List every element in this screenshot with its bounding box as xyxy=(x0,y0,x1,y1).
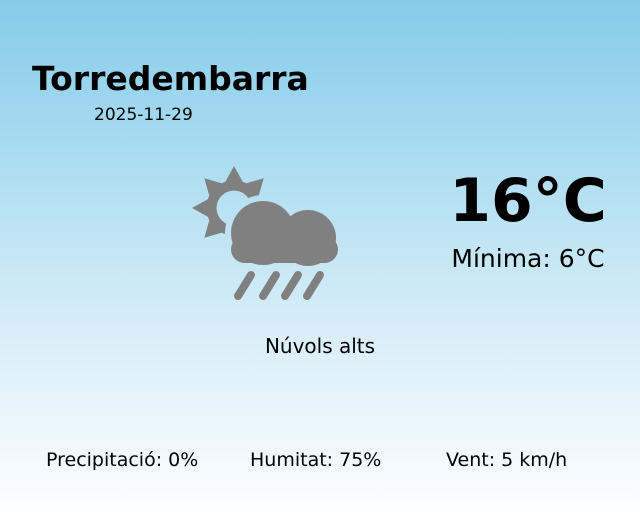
rain-icon xyxy=(234,271,324,300)
temperature-value: 16°C xyxy=(449,166,607,236)
condition-label: Núvols alts xyxy=(264,334,376,358)
wind-stat: Vent: 5 km/h xyxy=(446,449,568,471)
precipitation-stat: Precipitació: 0% xyxy=(46,449,199,471)
sun-behind-rain-cloud-icon xyxy=(192,166,338,300)
humidity-stat: Humitat: 75% xyxy=(250,449,382,471)
minimum-temperature-label: Mínima: 6°C xyxy=(451,244,605,273)
stats-row: Precipitació: 0% Humitat: 75% Vent: 5 km… xyxy=(0,449,640,473)
location-title: Torredembarra xyxy=(32,59,309,98)
cloud-icon xyxy=(231,201,338,266)
date-label: 2025-11-29 xyxy=(94,105,193,125)
